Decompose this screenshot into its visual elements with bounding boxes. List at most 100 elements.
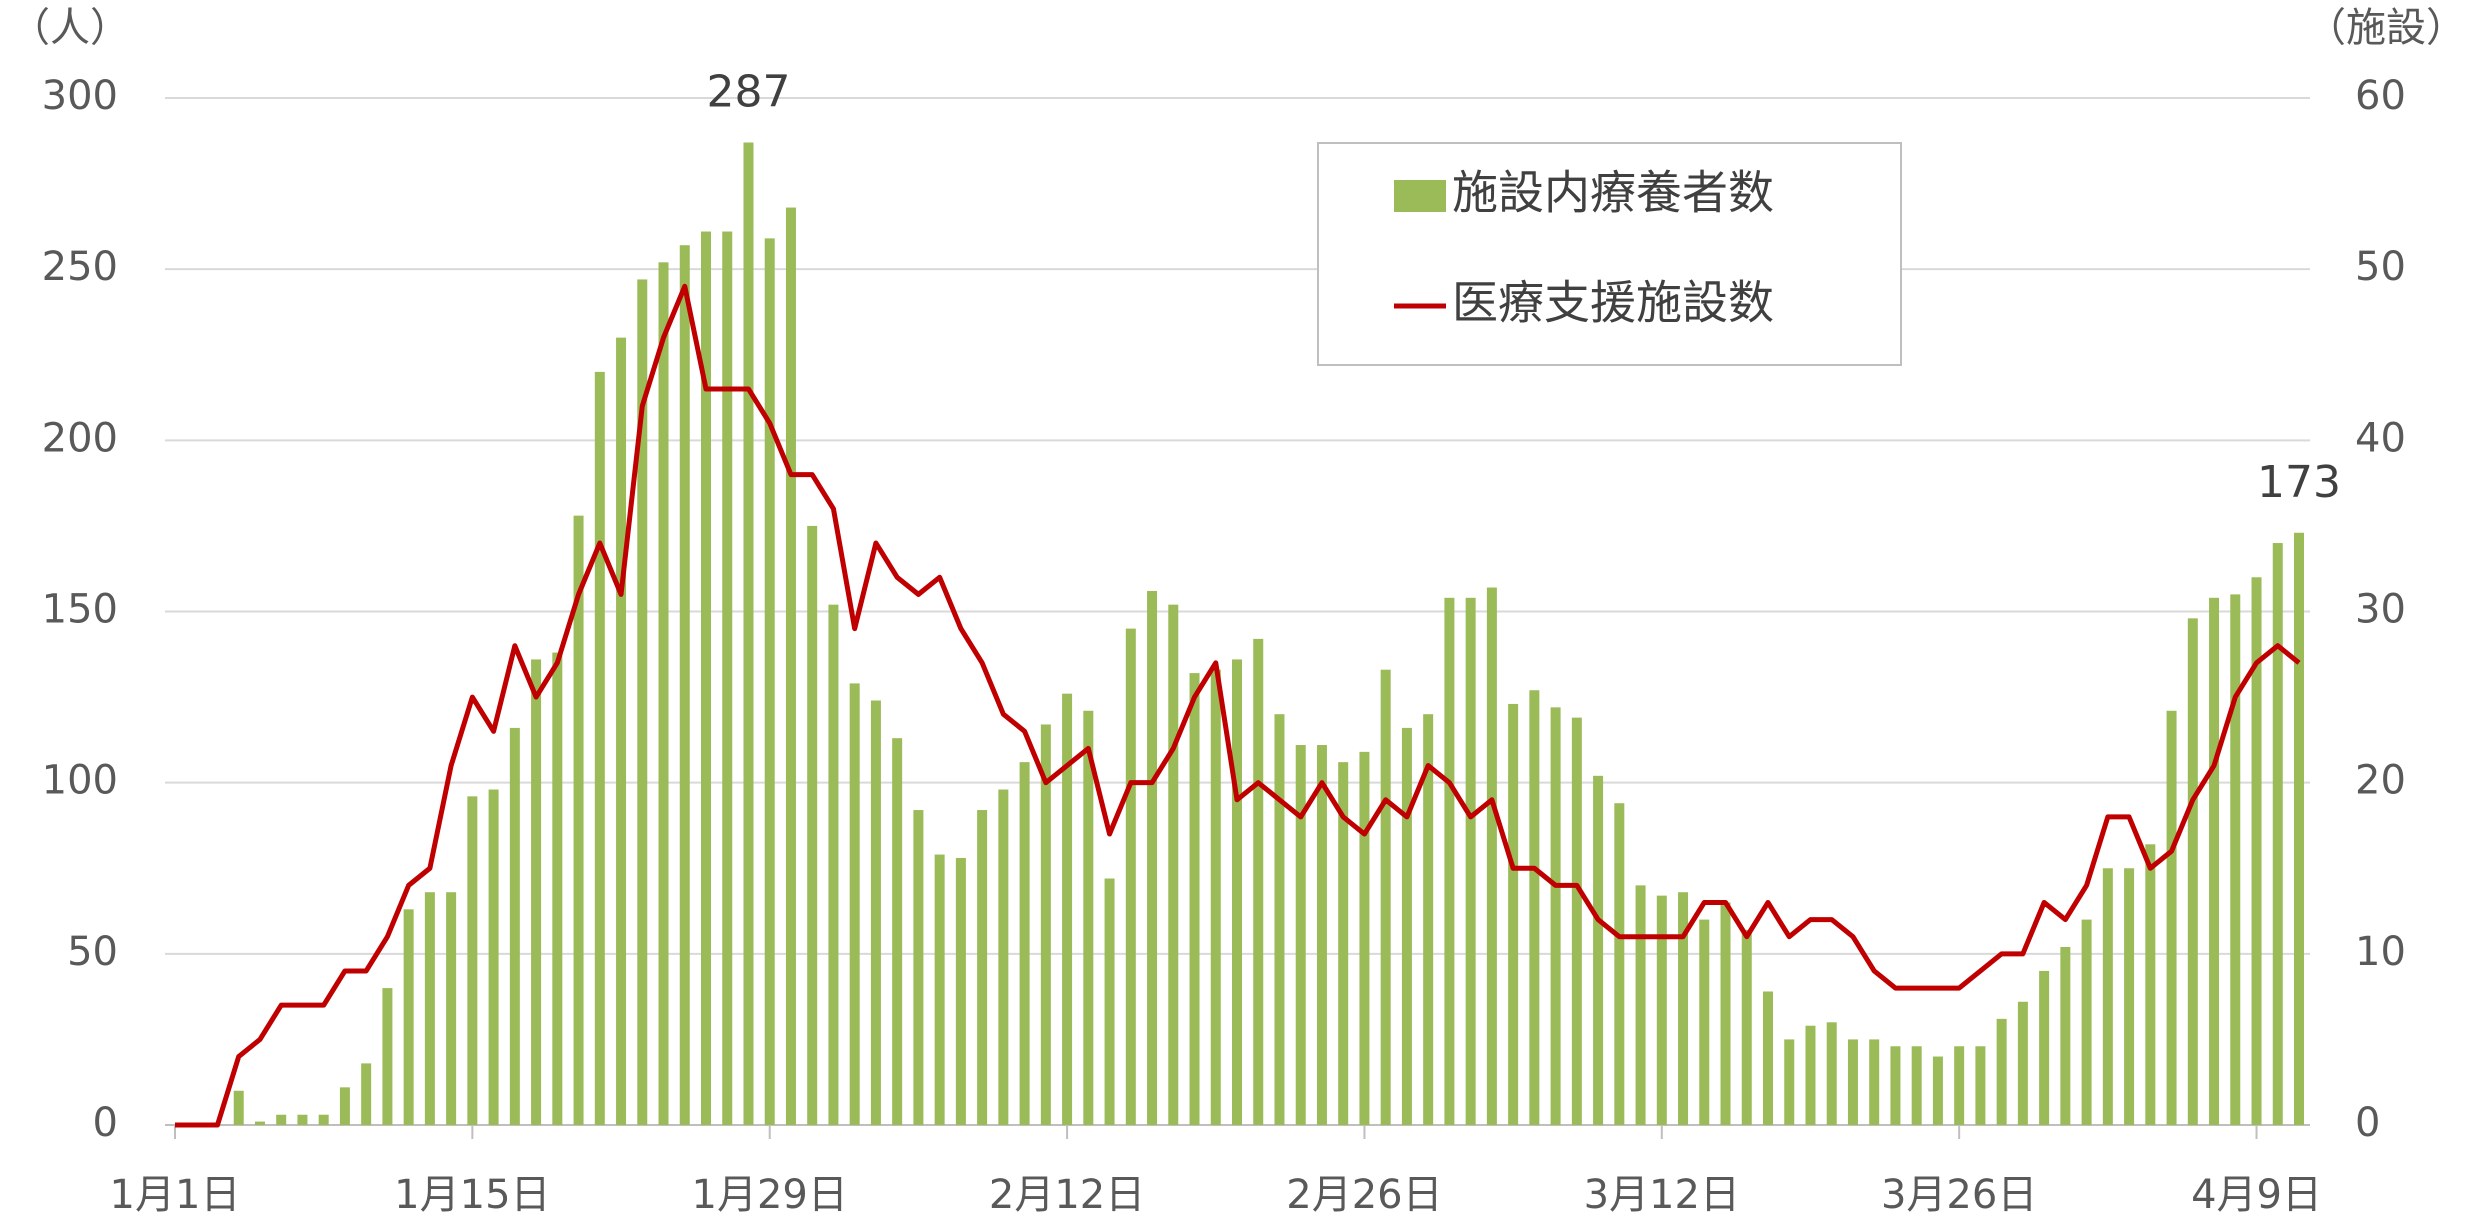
bar <box>1932 1056 1943 1125</box>
bar <box>594 371 605 1125</box>
bar <box>2230 594 2241 1125</box>
x-tick-label: 1月1日 <box>110 1172 241 1218</box>
bar <box>1571 717 1582 1125</box>
bar <box>1380 669 1391 1125</box>
bar <box>1274 714 1285 1125</box>
data-label: 173 <box>2257 457 2341 508</box>
bar <box>892 738 903 1125</box>
x-tick-label: 2月26日 <box>1286 1172 1442 1218</box>
legend-box <box>1317 142 1902 366</box>
bar <box>382 988 393 1125</box>
bar <box>1805 1025 1816 1125</box>
y2-tick-label: 60 <box>2355 73 2406 119</box>
y-tick-label: 100 <box>42 758 118 804</box>
bar <box>1316 745 1327 1125</box>
line <box>175 283 2301 1128</box>
bar <box>977 810 988 1125</box>
bar <box>1168 604 1179 1125</box>
y-axis-label: （人） <box>10 5 130 51</box>
bar <box>573 515 584 1125</box>
bar <box>1338 762 1349 1125</box>
bar <box>297 1114 308 1125</box>
y2-tick-label: 0 <box>2355 1100 2380 1146</box>
bar <box>1784 1039 1795 1125</box>
bar <box>2209 597 2220 1125</box>
bar <box>764 238 775 1125</box>
bar <box>828 604 839 1125</box>
bar <box>2187 618 2198 1125</box>
bar <box>1635 885 1646 1125</box>
y-tick-label: 0 <box>93 1100 118 1146</box>
y2-tick-label: 20 <box>2355 758 2406 804</box>
y2-tick-label: 50 <box>2355 244 2406 290</box>
bar <box>658 262 669 1125</box>
bar <box>1104 878 1115 1125</box>
x-tick-label: 4月9日 <box>2191 1172 2322 1218</box>
data-label: 287 <box>706 67 790 118</box>
bar <box>1210 669 1221 1125</box>
bar <box>722 231 733 1125</box>
bar <box>1508 703 1519 1125</box>
y2-axis-label: （施設） <box>2306 5 2466 51</box>
legend-label: 医療支援施設数 <box>1452 276 1774 330</box>
bar <box>1869 1039 1880 1125</box>
bar <box>1529 690 1540 1125</box>
bar <box>743 142 754 1126</box>
bar <box>1232 659 1242 1125</box>
bar <box>1444 597 1455 1125</box>
bar <box>955 857 966 1125</box>
bar <box>424 892 435 1125</box>
bar <box>2081 919 2092 1125</box>
bar <box>785 207 796 1126</box>
legend-label: 施設内療養者数 <box>1452 166 1774 220</box>
y-tick-label: 150 <box>42 587 118 633</box>
bar <box>1040 724 1051 1125</box>
bar <box>2145 844 2156 1125</box>
bar <box>1147 590 1158 1125</box>
bar <box>1720 902 1731 1125</box>
y2-tick-label: 10 <box>2355 929 2406 975</box>
x-tick-label: 3月12日 <box>1584 1172 1740 1218</box>
bar <box>679 245 690 1125</box>
y-tick-label: 300 <box>42 73 118 119</box>
bar <box>1083 710 1094 1125</box>
bar <box>446 892 457 1125</box>
bar <box>701 231 711 1125</box>
bar <box>2294 532 2304 1125</box>
bar <box>509 727 520 1125</box>
bar <box>403 909 414 1125</box>
bar <box>1678 892 1689 1125</box>
bar <box>2272 543 2283 1125</box>
bar <box>2102 868 2113 1125</box>
bar <box>318 1114 329 1125</box>
bar <box>998 789 1009 1125</box>
bar <box>616 337 627 1126</box>
bar <box>1741 929 1752 1125</box>
x-tick-label: 1月15日 <box>394 1172 550 1218</box>
bar <box>1486 587 1497 1125</box>
bar <box>1423 714 1434 1125</box>
bar <box>1125 628 1136 1125</box>
bar <box>1550 707 1561 1125</box>
bar <box>361 1063 372 1125</box>
y-tick-label: 250 <box>42 244 118 290</box>
bar <box>2166 710 2177 1125</box>
bar <box>1019 762 1030 1125</box>
bar <box>2251 577 2262 1125</box>
y2-tick-label: 40 <box>2355 415 2406 461</box>
bar <box>531 659 542 1125</box>
bar <box>1699 919 1710 1125</box>
bar <box>1890 1046 1901 1125</box>
bar <box>1763 991 1773 1125</box>
legend-swatch <box>1394 180 1446 212</box>
bar <box>467 796 478 1125</box>
x-tick-label: 2月12日 <box>989 1172 1145 1218</box>
bar <box>870 700 881 1125</box>
y-tick-label: 50 <box>67 929 118 975</box>
x-tick-label: 1月29日 <box>692 1172 848 1218</box>
bar <box>1189 673 1200 1125</box>
bar <box>2017 1001 2028 1125</box>
bar <box>1954 1046 1965 1125</box>
bar <box>2124 868 2135 1125</box>
